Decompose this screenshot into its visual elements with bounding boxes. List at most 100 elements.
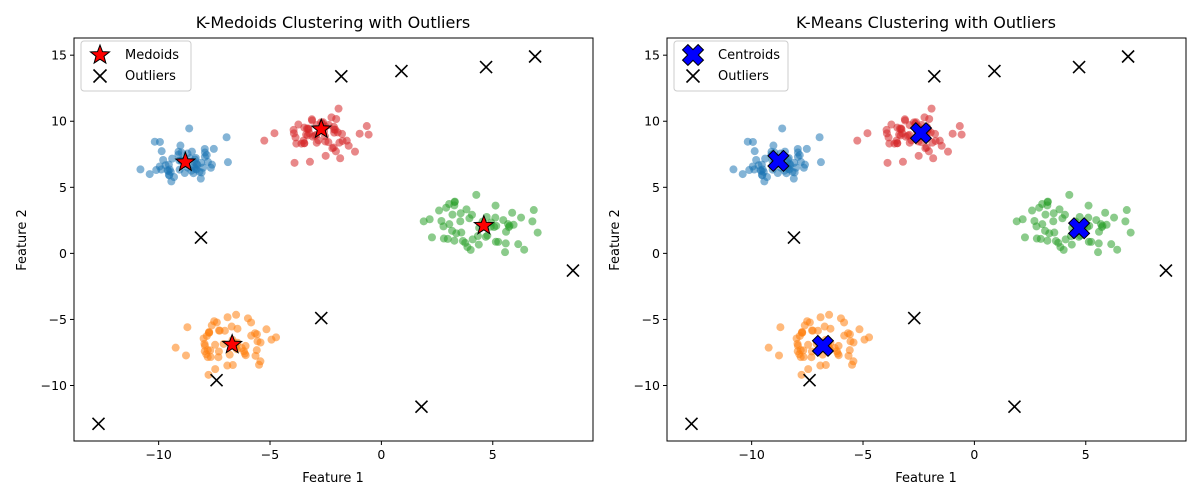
cluster-0-point: [789, 174, 798, 183]
cluster-1-point: [232, 310, 241, 319]
cluster-2-point: [448, 210, 457, 219]
kmedoids-outlier-marker: [334, 69, 348, 83]
cluster-3-point: [297, 139, 306, 148]
cluster-3-point: [351, 147, 359, 156]
cluster-2-point: [1020, 233, 1029, 242]
cluster-3-point: [903, 131, 912, 140]
kmedoids-outlier-marker: [566, 263, 580, 278]
kmeans-centroid-marker: [767, 149, 790, 173]
cluster-1-point: [211, 340, 220, 349]
cluster-1-point: [795, 331, 804, 340]
cluster-1-point: [799, 346, 808, 355]
cluster-3-point: [270, 129, 279, 138]
cluster-2-point: [450, 236, 459, 245]
cluster-2-point: [514, 240, 523, 249]
cluster-2-point: [1043, 236, 1052, 245]
kmedoids-xtick-label: 5: [489, 447, 497, 462]
cluster-3-point: [890, 139, 899, 148]
kmedoids-outlier-marker: [394, 64, 409, 78]
cluster-2-point: [1049, 209, 1058, 218]
kmeans-outlier-marker: [1121, 49, 1135, 64]
kmeans-ylabel: Feature 2: [608, 209, 623, 271]
kmedoids-outlier-marker: [209, 373, 224, 387]
kmeans-legend-box: [673, 40, 789, 92]
cluster-1-point: [262, 325, 271, 334]
cluster-2-point: [1110, 213, 1119, 222]
cluster-2-point: [1084, 201, 1093, 210]
cluster-2-point: [1058, 214, 1067, 223]
cluster-1-point: [241, 341, 250, 350]
cluster-1-point: [820, 322, 829, 331]
cluster-3-point: [944, 147, 952, 156]
cluster-2-point: [501, 248, 510, 257]
kmedoids-ytick-label: −10: [41, 378, 67, 393]
kmedoids-legend-x: [92, 68, 108, 84]
kmeans-outlier-marker: [802, 373, 817, 387]
cluster-1-point: [793, 341, 802, 350]
cluster-3-point: [364, 130, 373, 139]
kmedoids-marks: [91, 49, 580, 431]
cluster-1-point: [256, 357, 265, 366]
cluster-3-point: [931, 136, 940, 145]
cluster-0-point: [802, 144, 811, 153]
cluster-2-point: [473, 232, 482, 240]
kmedoids-xticks: −10 −5 0 5: [145, 441, 497, 462]
kmeans-ytick-label: −10: [634, 378, 660, 393]
kmedoids-yticks: −10 −5 0 5 10 15: [41, 48, 74, 393]
cluster-1-point: [223, 313, 232, 322]
cluster-2-point: [1096, 220, 1105, 229]
cluster-3-point: [929, 154, 938, 163]
cluster-1-point: [202, 331, 211, 340]
cluster-1-point: [816, 313, 825, 322]
cluster-2-point: [465, 214, 474, 223]
kmeans-legend-outlier-label: Outliers: [718, 69, 769, 84]
cluster-0-point: [170, 173, 178, 182]
kmeans-axes-frame: [666, 37, 1187, 442]
cluster-3-point: [327, 113, 336, 122]
kmeans-ytick-label: 0: [652, 246, 660, 261]
kmedoids-ytick-label: 10: [51, 114, 67, 129]
cluster-2-point: [1059, 245, 1068, 254]
cluster-1-point: [804, 340, 813, 349]
kmedoids-outlier-marker: [528, 49, 542, 64]
cluster-2-point: [520, 245, 529, 254]
kmeans-yticks: −10 −5 0 5 10 15: [634, 48, 667, 393]
cluster-1-point: [808, 326, 817, 335]
kmedoids-outlier-marker: [414, 400, 429, 414]
kmedoids-xtick-label: 0: [377, 447, 385, 462]
cluster-3-point: [260, 136, 269, 145]
kmeans-xtick-label: −5: [854, 447, 872, 462]
kmeans-ytick-label: 15: [644, 48, 660, 63]
cluster-1-point: [775, 351, 783, 360]
cluster-2-point: [1012, 217, 1021, 226]
cluster-3-point: [291, 133, 300, 142]
kmedoids-xtick-label: −10: [145, 447, 171, 462]
cluster-0-point: [200, 152, 209, 161]
cluster-2-point: [456, 217, 465, 226]
kmedoids-ytick-label: −5: [49, 312, 67, 327]
cluster-1-point: [805, 318, 814, 327]
cluster-1-point: [267, 335, 276, 344]
kmedoids-ytick-label: 5: [59, 180, 67, 195]
kmeans-centroid-marker: [909, 121, 933, 145]
cluster-2-point: [517, 213, 526, 222]
cluster-1-point: [214, 353, 223, 362]
cluster-0-point: [763, 173, 771, 182]
kmedoids-legend-box: [80, 40, 192, 92]
cluster-2-point: [1126, 228, 1135, 237]
cluster-2-point: [1043, 201, 1052, 210]
kmedoids-medoid-marker: [472, 214, 495, 235]
cluster-2-point: [1084, 237, 1093, 246]
cluster-1-point: [256, 338, 265, 347]
cluster-0-point: [743, 137, 752, 146]
cluster-3-point: [302, 130, 311, 139]
cluster-3-point: [948, 129, 957, 138]
cluster-3-point: [333, 128, 342, 137]
cluster-1-point: [825, 310, 834, 319]
kmedoids-title: K-Medoids Clustering with Outliers: [196, 13, 471, 32]
kmeans-xlabel: Feature 1: [895, 471, 957, 486]
cluster-3-point: [307, 115, 316, 124]
kmeans-outlier-marker: [1072, 60, 1086, 74]
kmedoids-outlier-marker: [91, 417, 106, 431]
